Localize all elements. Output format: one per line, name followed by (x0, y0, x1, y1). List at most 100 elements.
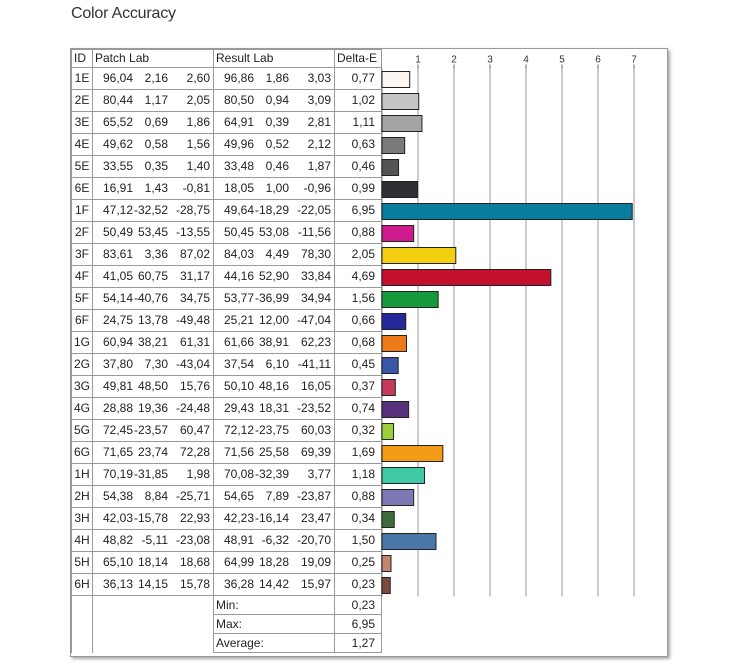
delta-e-value: 0,88 (334, 485, 382, 508)
result-lab-value: 64,99 (224, 555, 255, 569)
summary-row: Min: 0,23 (71, 595, 382, 615)
patch-lab-value: -40,76 (133, 291, 168, 305)
table-row: 6E 16,91 1,43 -0,81 18,05 1,00 -0,96 0,99 (71, 177, 382, 200)
patch-id: 6G (71, 441, 93, 464)
patch-lab-value: -49,48 (175, 313, 210, 327)
bar (381, 533, 437, 550)
result-lab-cell: 44,16 52,90 33,84 (213, 265, 335, 288)
bar (381, 445, 444, 462)
summary-row: Max: 6,95 (71, 614, 382, 634)
patch-id: 1H (71, 463, 93, 486)
result-lab-value: 15,97 (300, 577, 331, 591)
table-row: 6H 36,13 14,15 15,78 36,28 14,42 15,97 0,23 (71, 573, 382, 596)
patch-lab-value: -31,85 (133, 467, 168, 481)
patch-lab-value: 1,86 (186, 115, 210, 129)
result-lab-value: 2,81 (307, 115, 331, 129)
result-lab-value: 3,09 (307, 93, 331, 107)
result-lab-value: 64,91 (224, 115, 255, 129)
patch-lab-value: 42,03 (103, 511, 134, 525)
patch-lab-cell: 65,52 0,69 1,86 (92, 111, 214, 134)
result-lab-value: 4,49 (265, 247, 289, 261)
tick-label: 7 (631, 55, 637, 66)
result-lab-cell: 42,23-16,14 23,47 (213, 507, 335, 530)
delta-e-value: 0,34 (334, 507, 382, 530)
patch-lab-value: 53,45 (137, 225, 168, 239)
result-lab-value: 50,45 (224, 225, 255, 239)
result-lab-value: 6,10 (265, 357, 289, 371)
bar (381, 489, 415, 506)
patch-lab-value: 19,36 (137, 401, 168, 415)
patch-lab-value: 3,36 (144, 247, 168, 261)
patch-lab-value: 31,17 (179, 269, 210, 283)
result-lab-value: 18,05 (224, 181, 255, 195)
bar (381, 181, 419, 198)
result-lab-value: 36,28 (224, 577, 255, 591)
table-row: 6G 71,65 23,74 72,28 71,56 25,58 69,39 1,69 (71, 441, 382, 464)
result-lab-value: 3,77 (307, 467, 331, 481)
result-lab-value: 49,96 (224, 137, 255, 151)
bar (381, 291, 439, 308)
result-lab-value: 62,23 (300, 335, 331, 349)
table-row: 3H 42,03-15,78 22,93 42,23-16,14 23,47 0,34 (71, 507, 382, 530)
patch-lab-value: 72,28 (179, 445, 210, 459)
table-row: 1F 47,12-32,52 -28,75 49,64-18,29 -22,05 6,95 (71, 199, 382, 222)
delta-e-value: 1,56 (334, 287, 382, 310)
patch-lab-value: 24,75 (103, 313, 134, 327)
result-lab-value: 38,91 (258, 335, 289, 349)
patch-lab-cell: 83,61 3,36 87,02 (92, 243, 214, 266)
patch-lab-value: -0,81 (182, 181, 210, 195)
patch-lab-cell: 49,81 48,50 15,76 (92, 375, 214, 398)
patch-lab-value: 2,05 (186, 93, 210, 107)
patch-lab-value: 18,14 (137, 555, 168, 569)
patch-lab-value: 60,75 (137, 269, 168, 283)
patch-lab-value: 61,31 (179, 335, 210, 349)
bar (381, 335, 407, 352)
bar (381, 379, 396, 396)
patch-lab-value: 13,78 (137, 313, 168, 327)
patch-lab-value: 65,52 (103, 115, 134, 129)
patch-id: 4G (71, 397, 93, 420)
patch-lab-value: 49,81 (103, 379, 134, 393)
result-lab-cell: 50,10 48,16 16,05 (213, 375, 335, 398)
patch-lab-value: 14,15 (137, 577, 168, 591)
table-row: 5H 65,10 18,14 18,68 64,99 18,28 19,09 0,25 (71, 551, 382, 574)
delta-e-value: 2,05 (334, 243, 382, 266)
patch-lab-value: 1,56 (186, 137, 210, 151)
result-lab-value: 29,43 (224, 401, 255, 415)
result-lab-cell: 71,56 25,58 69,39 (213, 441, 335, 464)
patch-lab-value: 37,80 (103, 357, 134, 371)
table-row: 3F 83,61 3,36 87,02 84,03 4,49 78,30 2,05 (71, 243, 382, 266)
patch-lab-value: 47,12 (103, 203, 134, 217)
patch-lab-value: 65,10 (103, 555, 134, 569)
result-lab-value: 1,87 (307, 159, 331, 173)
result-lab-cell: 84,03 4,49 78,30 (213, 243, 335, 266)
table-row: 1H 70,19-31,85 1,98 70,08-32,39 3,77 1,18 (71, 463, 382, 486)
summary-row: Average: 1,27 (71, 633, 382, 653)
tick-label: 4 (523, 55, 529, 66)
patch-lab-value: 72,45 (103, 423, 134, 437)
result-lab-value: 14,42 (258, 577, 289, 591)
result-lab-value: 23,47 (300, 511, 331, 525)
patch-lab-value: 1,40 (186, 159, 210, 173)
result-lab-value: -16,14 (254, 511, 289, 525)
patch-lab-value: 22,93 (179, 511, 210, 525)
color-accuracy-panel: ID Patch Lab Result Lab Delta-E 1E 96,04 2… (70, 48, 668, 657)
table-row: 2F 50,49 53,45 -13,55 50,45 53,08 -11,56 0,88 (71, 221, 382, 244)
summary-label: Max: (213, 614, 335, 634)
patch-lab-cell: 72,45-23,57 60,47 (92, 419, 214, 442)
bar (381, 93, 420, 110)
result-lab-value: 70,08 (224, 467, 255, 481)
patch-lab-value: 0,69 (144, 115, 168, 129)
patch-lab-value: -43,04 (175, 357, 210, 371)
result-lab-cell: 49,96 0,52 2,12 (213, 133, 335, 156)
bar (381, 423, 395, 440)
result-lab-value: 78,30 (300, 247, 331, 261)
patch-lab-value: 54,14 (103, 291, 134, 305)
delta-e-value: 0,68 (334, 331, 382, 354)
table-row: 4G 28,88 19,36 -24,48 29,43 18,31 -23,52 0,74 (71, 397, 382, 420)
tick-label: 6 (595, 55, 601, 66)
result-lab-cell: 33,48 0,46 1,87 (213, 155, 335, 178)
result-lab-value: 1,86 (265, 71, 289, 85)
patch-lab-value: 18,68 (179, 555, 210, 569)
bar (381, 115, 423, 132)
